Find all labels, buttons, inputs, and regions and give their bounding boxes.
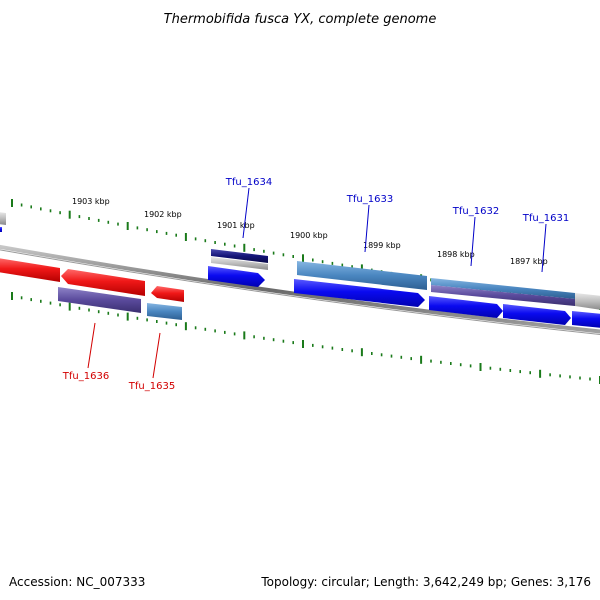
- scale-label-1901: 1901 kbp: [217, 221, 255, 230]
- gene-tfu1634-arrow[interactable]: [208, 266, 265, 287]
- gene-tfu1632-purple[interactable]: [431, 285, 575, 306]
- scale-label-1903: 1903 kbp: [72, 197, 110, 206]
- scale-label-1902: 1902 kbp: [144, 210, 182, 219]
- gene-label-tfu1636[interactable]: Tfu_1636: [62, 371, 109, 382]
- gene-tfu1632-arrow[interactable]: [429, 296, 503, 318]
- gene-tfu1634-navy[interactable]: [211, 249, 268, 263]
- inner-scale-ticks: [11, 292, 600, 384]
- gene-tfu1633-steel[interactable]: [297, 261, 427, 290]
- gene-tfu1631-arrow[interactable]: [503, 304, 571, 325]
- gene-partial-right-arrow[interactable]: [572, 311, 600, 328]
- gene-partial-left[interactable]: [0, 212, 6, 225]
- gene-tfu1635-arrow[interactable]: [151, 286, 184, 302]
- scale-label-1900: 1900 kbp: [290, 231, 328, 240]
- gene-tfu1632-steel[interactable]: [431, 278, 575, 299]
- scale-label-1898: 1898 kbp: [437, 250, 475, 259]
- gene-reverse-1[interactable]: [0, 258, 60, 282]
- map-title: Thermobifida fusca YX, complete genome: [164, 12, 437, 27]
- gene-label-tfu1633[interactable]: Tfu_1633: [346, 194, 393, 205]
- scale-labels: 1903 kbp 1902 kbp 1901 kbp 1900 kbp 1899…: [72, 197, 548, 266]
- reverse-gene-labels: Tfu_1636 Tfu_1635: [62, 371, 175, 392]
- gene-tfu1636-arrow[interactable]: [61, 269, 145, 296]
- scale-label-1899: 1899 kbp: [363, 241, 401, 250]
- gene-tfu1631-gray[interactable]: [575, 293, 600, 310]
- genome-backbone-shadow: [0, 249, 600, 335]
- scale-label-1897: 1897 kbp: [510, 257, 548, 266]
- forward-gene-labels: Tfu_1634 Tfu_1633 Tfu_1632 Tfu_1631: [225, 177, 569, 224]
- accession-text: Accession: NC_007333: [9, 575, 145, 589]
- gene-tfu1634-gray[interactable]: [211, 257, 268, 270]
- gene-label-tfu1635[interactable]: Tfu_1635: [128, 381, 175, 392]
- gene-label-tfu1631[interactable]: Tfu_1631: [522, 213, 569, 224]
- gene-tfu1635-steel[interactable]: [147, 303, 182, 320]
- gene-label-tfu1632[interactable]: Tfu_1632: [452, 206, 499, 217]
- forward-leader-lines: [242, 187, 547, 273]
- gene-partial-left-blue[interactable]: [0, 227, 2, 232]
- reverse-leader-lines: [87, 322, 161, 379]
- gene-tfu1636-purple[interactable]: [58, 287, 141, 313]
- gene-label-tfu1634[interactable]: Tfu_1634: [225, 177, 272, 188]
- genome-backbone: [0, 244, 600, 334]
- genome-summary-text: Topology: circular; Length: 3,642,249 bp…: [260, 575, 591, 589]
- gene-tfu1633-arrow[interactable]: [294, 279, 425, 307]
